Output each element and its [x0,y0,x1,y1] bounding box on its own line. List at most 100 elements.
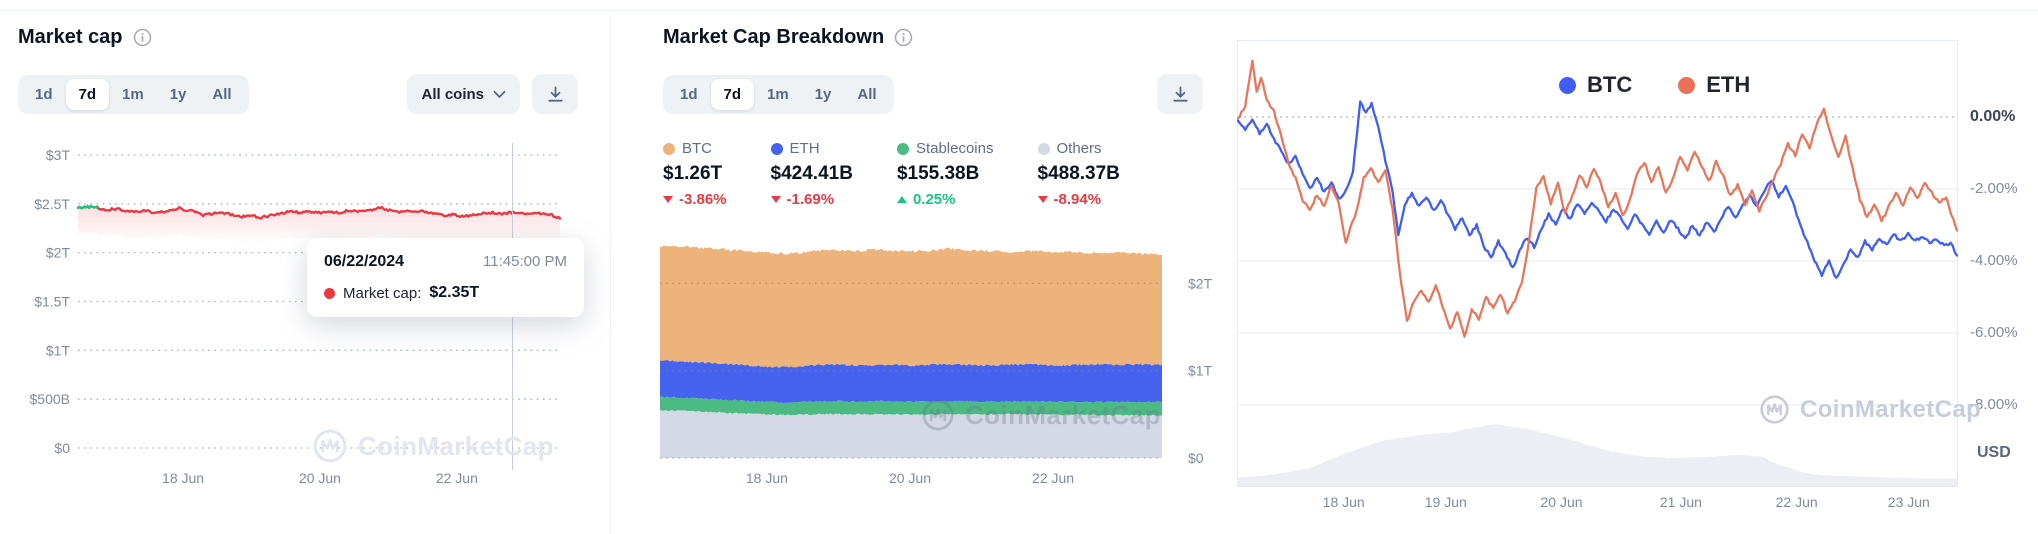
svg-text:$2T: $2T [1188,275,1213,291]
legend-dot-icon [1559,76,1576,94]
watermark: CoinMarketCap [921,398,1161,432]
legend-name: ETH [789,140,820,157]
comparison-panel: BTC ETH CoinMarketCap 0.00% -2.00% -4.00% -6… [1237,0,2038,534]
x-axis-label: 22 Jun [1032,470,1075,486]
coins-dropdown-label: All coins [421,85,484,103]
x-axis-label: 22 Jun [1775,494,1818,510]
tooltip-label: Market cap: [343,284,422,302]
time-range-1m[interactable]: 1m [754,79,802,110]
top-divider [0,10,2038,11]
time-range-1y[interactable]: 1y [157,79,200,110]
x-axis-label: 18 Jun [745,470,788,486]
tooltip-series-dot [324,287,335,299]
legend-dot-icon [896,142,909,155]
market-cap-panel: Market cap 1d 7d 1m 1y All All coins $3T $2.5… [0,0,600,534]
x-axis-label: 19 Jun [1424,494,1467,510]
time-range-1m[interactable]: 1m [109,79,157,110]
download-button[interactable] [532,74,578,114]
svg-text:$0: $0 [54,440,70,456]
legend-dot-icon [1678,76,1696,94]
legend-name: BTC [1587,72,1633,97]
svg-text:$2.5T: $2.5T [34,196,70,212]
breakdown-chart[interactable]: $2T $1T $0 [633,0,1237,534]
info-icon[interactable] [133,28,152,47]
comparison-legend-eth[interactable]: ETH [1678,72,1750,98]
svg-text:$1.5T: $1.5T [34,293,70,309]
legend-dot-icon [663,142,675,155]
legend-name: BTC [682,140,712,157]
svg-text:$1T: $1T [1188,363,1213,379]
market-cap-chart[interactable]: $3T $2.5T $2T $1.5T $1T $500B $0 [0,0,600,534]
download-icon [1172,85,1188,102]
time-range-group: 1d 7d 1m 1y All [663,74,894,114]
time-range-all[interactable]: All [199,79,244,110]
x-axis-label: 20 Jun [298,470,341,486]
panel-divider [610,12,611,534]
tooltip-time: 11:45:00 PM [483,253,567,270]
comparison-chart[interactable] [1237,0,2038,534]
breakdown-legend: BTC $1.26T -3.86% ETH $424.41B -1.69% Stableco… [663,140,1120,208]
legend-dot-icon [1037,142,1050,155]
time-range-all[interactable]: All [844,79,889,110]
legend-item-btc[interactable]: BTC $1.26T -3.86% [663,140,727,208]
legend-change: -1.69% [770,191,853,208]
arrow-down-icon [770,196,781,203]
legend-name: ETH [1706,72,1751,97]
coinmarketcap-logo-icon [313,429,347,463]
legend-change: -3.86% [663,191,727,208]
breakdown-panel: Market Cap Breakdown 1d 7d 1m 1y All BTC $1.2… [633,0,1237,534]
comparison-legend: BTC ETH [1559,72,1750,98]
x-axis-label: 21 Jun [1659,494,1702,510]
chart-tooltip: 06/22/2024 11:45:00 PM Market cap: $2.35… [307,238,584,317]
legend-value: $155.38B [896,163,980,184]
coins-dropdown[interactable]: All coins [407,74,520,114]
legend-item-eth[interactable]: ETH $424.41B -1.69% [770,140,853,208]
time-range-1y[interactable]: 1y [802,79,845,110]
legend-item-others[interactable]: Others $488.37B -8.94% [1037,140,1120,208]
x-axis-label: 20 Jun [1540,494,1583,510]
x-axis-label: 22 Jun [435,470,478,486]
legend-item-stablecoins[interactable]: Stablecoins $155.38B 0.25% [896,140,994,208]
coinmarketcap-logo-icon [1760,395,1789,424]
info-icon[interactable] [894,28,913,47]
download-icon [547,85,563,102]
legend-change: -8.94% [1037,191,1120,208]
download-button[interactable] [1157,74,1203,114]
time-range-7d[interactable]: 7d [65,78,110,110]
legend-value: $1.26T [663,163,723,184]
tooltip-date: 06/22/2024 [324,253,405,270]
x-axis-label: 20 Jun [888,470,932,486]
comparison-legend-btc[interactable]: BTC [1559,72,1632,98]
arrow-down-icon [1037,196,1048,203]
arrow-up-icon [896,196,907,203]
svg-text:$2T: $2T [46,245,71,261]
chevron-down-icon [493,90,506,98]
legend-value: $424.41B [770,163,853,184]
time-range-1d[interactable]: 1d [22,79,66,110]
svg-text:$500B: $500B [30,391,70,407]
arrow-down-icon [663,196,673,203]
svg-text:$1T: $1T [46,342,71,358]
y-axis-label: -4.00% [1970,252,2018,269]
breakdown-title: Market Cap Breakdown [663,26,885,48]
time-range-7d[interactable]: 7d [710,78,755,110]
y-axis-label: -8.00% [1970,396,2018,413]
legend-name: Others [1056,140,1102,157]
y-axis-label: 0.00% [1970,108,2016,125]
watermark: CoinMarketCap [1759,394,1981,425]
time-range-group: 1d 7d 1m 1y All [18,74,249,114]
svg-text:$0: $0 [1188,450,1204,466]
legend-name: Stablecoins [915,140,994,157]
market-cap-title: Market cap [18,26,123,48]
legend-value: $488.37B [1037,163,1120,184]
x-axis-label: 18 Jun [162,470,205,486]
x-axis-label: 23 Jun [1887,494,1930,510]
y-axis-label: -6.00% [1970,324,2018,341]
svg-text:$3T: $3T [46,147,71,163]
time-range-1d[interactable]: 1d [667,79,711,110]
tooltip-value: $2.35T [429,284,480,301]
y-axis-label: -2.00% [1970,180,2018,197]
currency-label: USD [1977,444,2011,461]
x-axis-label: 18 Jun [1322,494,1365,510]
legend-change: 0.25% [896,191,994,208]
